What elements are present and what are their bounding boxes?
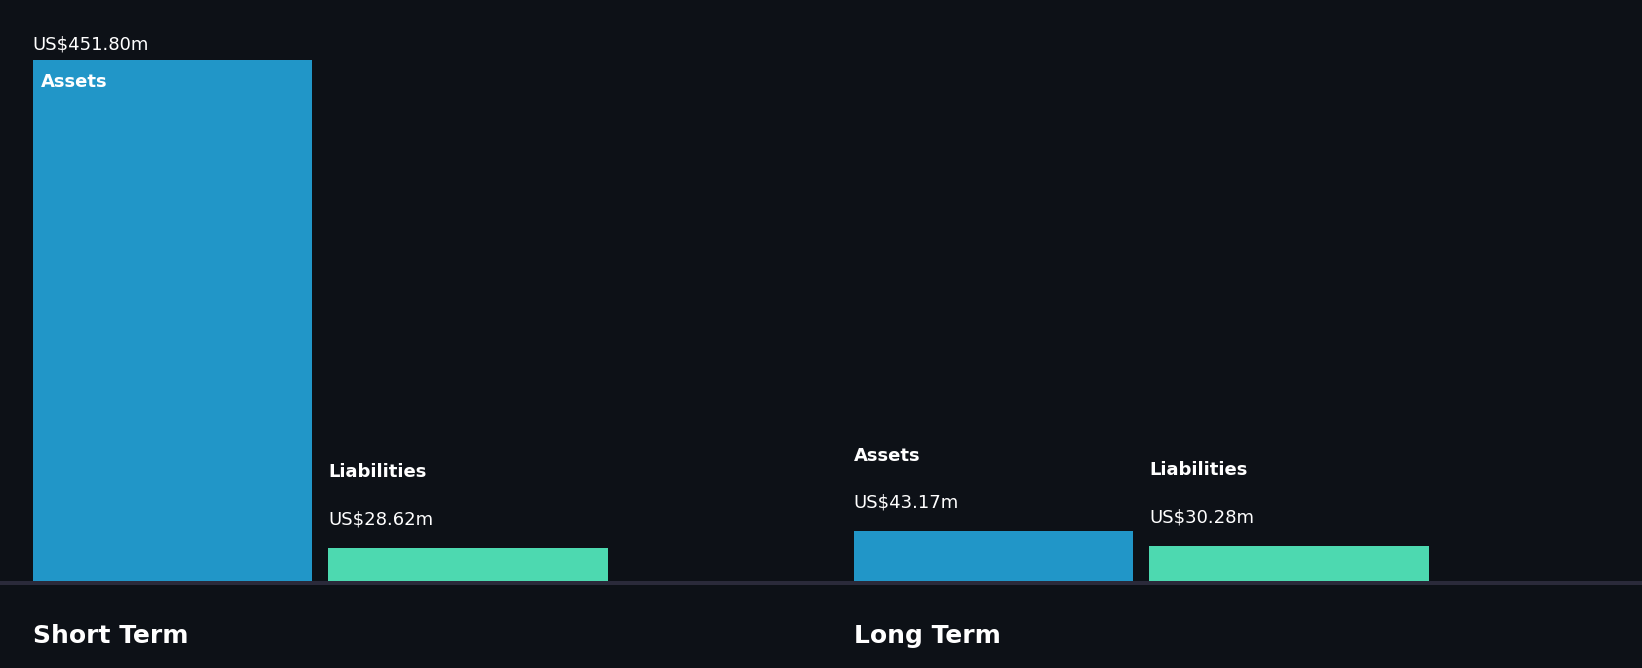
FancyBboxPatch shape (33, 60, 312, 581)
Text: Liabilities: Liabilities (1149, 462, 1248, 480)
Text: Assets: Assets (854, 447, 921, 464)
Text: US$30.28m: US$30.28m (1149, 508, 1254, 526)
Text: US$28.62m: US$28.62m (328, 510, 433, 528)
Text: Liabilities: Liabilities (328, 464, 427, 482)
FancyBboxPatch shape (854, 531, 1133, 581)
Text: Assets: Assets (41, 73, 108, 92)
Text: Short Term: Short Term (33, 624, 189, 648)
Text: US$43.17m: US$43.17m (854, 494, 959, 511)
Text: US$451.80m: US$451.80m (33, 35, 149, 53)
FancyBboxPatch shape (1149, 546, 1429, 581)
FancyBboxPatch shape (328, 548, 608, 581)
Text: Long Term: Long Term (854, 624, 1000, 648)
Bar (0, 581, 1642, 584)
